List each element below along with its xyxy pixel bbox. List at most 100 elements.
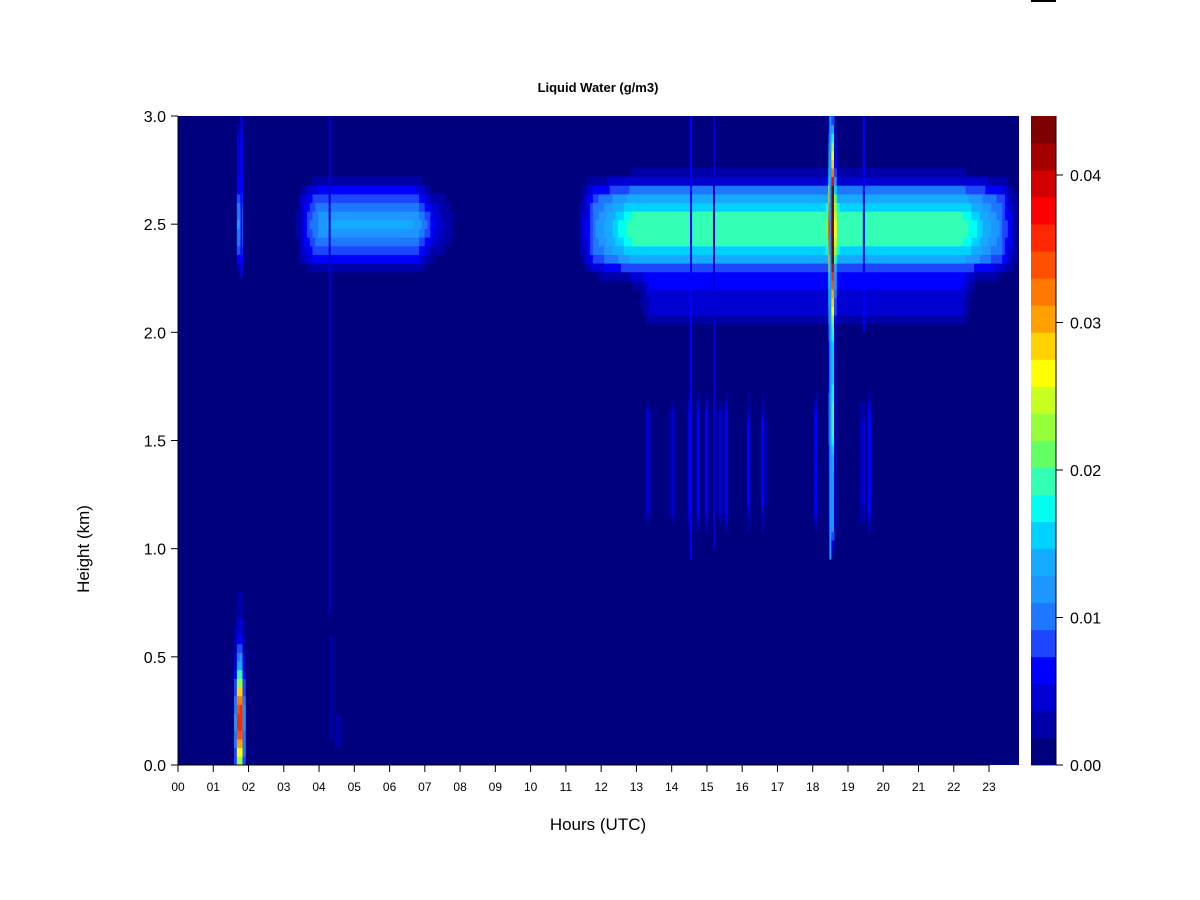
heat-cell [682, 289, 686, 299]
heat-cell [912, 228, 916, 238]
heat-cell [671, 193, 675, 204]
heat-cell [873, 185, 877, 195]
heat-cell [780, 202, 785, 212]
heat-cell [674, 263, 678, 273]
heat-cell [349, 202, 353, 212]
heat-cell [660, 211, 664, 221]
heat-cell [763, 193, 768, 204]
heat-cell [657, 185, 661, 195]
heat-cell [962, 263, 967, 273]
heat-cell [416, 185, 420, 195]
heat-cell [674, 271, 678, 281]
heat-cell [402, 254, 406, 264]
heat-cell [674, 254, 678, 264]
heat-cell [926, 185, 930, 195]
heat-cell [780, 315, 785, 325]
heat-cell [693, 219, 698, 229]
heat-cell [971, 254, 975, 264]
heat-cell [744, 237, 748, 247]
heat-cell [320, 193, 325, 204]
heat-cell [887, 254, 891, 264]
heat-cell [399, 219, 403, 229]
heat-cell [831, 167, 835, 178]
heat-cell [1004, 254, 1009, 264]
heat-cell [363, 193, 367, 204]
heat-cell [357, 185, 361, 195]
heat-cell [744, 280, 748, 290]
heat-cell [769, 297, 773, 307]
heat-cell [660, 306, 664, 316]
heat-cell [730, 254, 734, 264]
heat-cell [780, 237, 785, 247]
heat-cell [772, 219, 776, 229]
heat-cell [727, 211, 731, 221]
colorbar-tick-label: 0.01 [1070, 611, 1101, 628]
heat-cell [719, 202, 723, 212]
heat-cell [747, 479, 751, 489]
heat-cell [898, 289, 902, 299]
heat-cell [892, 176, 897, 186]
heat-cell [1013, 193, 1017, 204]
heat-cell [996, 228, 1000, 238]
heat-cell [934, 297, 939, 307]
heat-cell [923, 271, 927, 281]
heat-cell [833, 271, 838, 281]
heat-cell [951, 263, 956, 273]
heat-cell [298, 228, 302, 238]
heat-cell [391, 263, 395, 273]
heat-cell [646, 219, 650, 229]
streak-mark [690, 116, 693, 560]
heat-cell [587, 219, 591, 229]
heat-cell [943, 211, 947, 221]
heat-cell [363, 245, 367, 255]
heat-cell [410, 237, 414, 247]
colorbar-swatch [1031, 629, 1056, 658]
heat-cell [646, 436, 650, 446]
heat-cell [604, 219, 608, 229]
heat-cell [985, 263, 989, 273]
heat-cell [853, 185, 857, 195]
heat-cell [699, 263, 703, 273]
heat-cell [923, 306, 927, 316]
heat-cell [850, 306, 855, 316]
heat-cell [388, 185, 392, 195]
heat-cell [360, 202, 364, 212]
heat-cell [755, 254, 759, 264]
heat-cell [814, 193, 818, 204]
heat-cell [761, 263, 765, 273]
heat-cell [814, 453, 818, 463]
heat-cell [909, 306, 913, 316]
heat-cell [234, 678, 238, 688]
heat-cell [1002, 263, 1006, 273]
heat-cell [668, 297, 672, 307]
heat-cell [791, 219, 796, 229]
heat-cell [968, 245, 972, 255]
heat-cell [413, 219, 417, 229]
heat-cell [814, 254, 818, 264]
heat-cell [909, 219, 913, 229]
heat-cell [867, 245, 871, 255]
heat-cell [654, 176, 658, 186]
heat-cell [789, 202, 793, 212]
heat-cell [702, 202, 706, 212]
heat-cell [842, 289, 846, 299]
heat-cell [817, 271, 821, 281]
heat-cell [430, 228, 434, 238]
heat-cell [926, 219, 930, 229]
heat-cell [850, 289, 855, 299]
heat-cell [738, 315, 742, 325]
heat-cell [707, 185, 712, 195]
heat-cell [306, 185, 311, 195]
heat-cell [654, 297, 658, 307]
heat-cell [831, 462, 835, 472]
heat-cell [391, 202, 395, 212]
heat-cell [794, 202, 799, 212]
heat-cell [735, 254, 740, 264]
heat-cell [654, 237, 658, 247]
heat-cell [965, 297, 970, 307]
heat-cell [867, 427, 871, 437]
heat-cell [856, 289, 860, 299]
heat-cell [960, 245, 964, 255]
heat-cell [334, 263, 339, 273]
heat-cell [856, 271, 860, 281]
